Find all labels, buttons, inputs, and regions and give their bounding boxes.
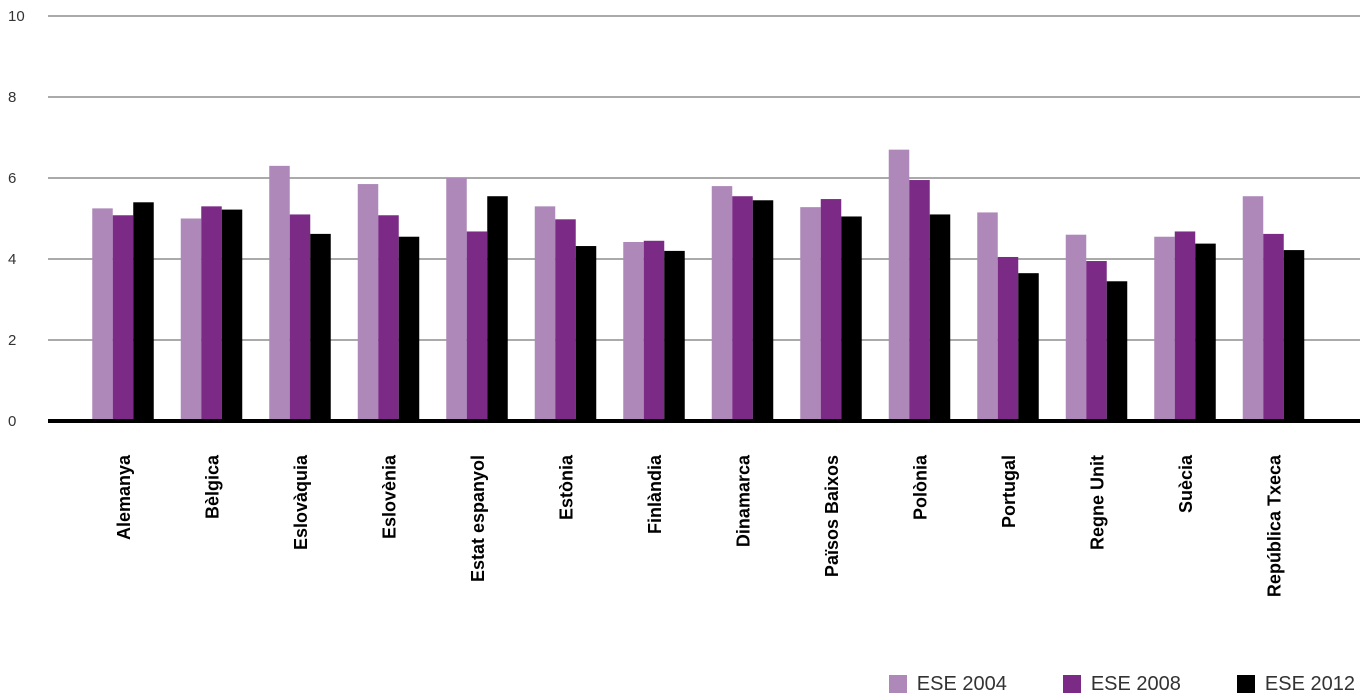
- x-category-label: Portugal: [999, 455, 1019, 528]
- bar-ese-2008: [643, 240, 665, 421]
- bar-ese-2012: [221, 209, 243, 421]
- bars: [92, 149, 1305, 421]
- x-category-label: Estònia: [557, 454, 577, 520]
- legend-item: ESE 2004: [888, 672, 1007, 696]
- legend-swatch: [888, 675, 907, 693]
- bar-ese-2008: [555, 219, 576, 421]
- y-axis: 0 2 4 6 8 10: [8, 8, 25, 430]
- bar-ese-2008: [909, 180, 930, 421]
- bar-ese-2012: [664, 250, 685, 421]
- bar-ese-2008: [1086, 261, 1107, 421]
- bar-ese-2004: [800, 207, 821, 421]
- legend-item: ESE 2008: [1062, 672, 1181, 696]
- x-category-label: Estat espanyol: [468, 455, 488, 582]
- bar-ese-2004: [1065, 234, 1087, 421]
- legend-label: ESE 2012: [1264, 672, 1355, 695]
- bar-ese-2012: [841, 216, 862, 421]
- x-category-label: Eslovènia: [380, 454, 400, 539]
- y-tick-label: 2: [8, 332, 16, 349]
- x-category-label: Suècia: [1176, 454, 1196, 513]
- bar-ese-2012: [752, 200, 774, 421]
- y-tick-label: 8: [8, 89, 16, 106]
- bar-ese-2012: [487, 196, 508, 421]
- bar-ese-2004: [623, 241, 644, 421]
- x-category-label: Finlàndia: [645, 454, 665, 534]
- bar-ese-2012: [929, 214, 951, 421]
- bar-ese-2004: [711, 186, 733, 421]
- y-tick-label: 6: [8, 170, 16, 187]
- x-category-label: Bèlgica: [203, 454, 223, 519]
- x-category-label: Eslovàquia: [291, 454, 311, 550]
- bar-ese-2004: [269, 165, 290, 421]
- bar-ese-2008: [378, 215, 399, 421]
- bar-ese-2004: [534, 206, 556, 421]
- bar-ese-2008: [997, 256, 1019, 421]
- y-tick-label: 0: [8, 413, 16, 430]
- bar-ese-2004: [1242, 196, 1264, 421]
- bar-ese-2004: [180, 218, 202, 421]
- gridlines: [48, 15, 1360, 341]
- legend: ESE 2004 ESE 2008 ESE 2012: [888, 668, 1355, 700]
- bar-ese-2008: [1263, 233, 1284, 421]
- legend-swatch: [1236, 675, 1255, 693]
- bar-ese-2012: [1283, 250, 1305, 421]
- bar-ese-2012: [1018, 273, 1039, 421]
- bar-ese-2012: [575, 246, 597, 421]
- x-category-label: República Txeca: [1265, 454, 1285, 597]
- x-category-label: Polònia: [911, 454, 931, 520]
- bar-ese-2012: [310, 233, 331, 421]
- x-category-label: Alemanya: [114, 454, 134, 540]
- bar-ese-2004: [92, 208, 113, 421]
- bar-ese-2008: [466, 231, 488, 421]
- y-tick-label: 10: [8, 8, 25, 25]
- bar-ese-2008: [201, 206, 222, 421]
- bar-ese-2012: [398, 236, 420, 421]
- x-category-label: Dinamarca: [734, 454, 754, 547]
- bar-ese-2008: [732, 196, 753, 421]
- legend-label: ESE 2004: [916, 672, 1007, 695]
- bar-ese-2008: [820, 199, 842, 421]
- x-category-label: Regne Unit: [1088, 455, 1108, 550]
- legend-item: ESE 2012: [1236, 672, 1355, 696]
- bar-ese-2012: [1195, 243, 1216, 421]
- bar-ese-2004: [357, 184, 379, 421]
- bar-ese-2004: [977, 212, 998, 421]
- x-axis: Alemanya Bèlgica Eslovàquia Eslovènia Estat …: [48, 419, 1360, 597]
- bar-ese-2008: [112, 215, 134, 421]
- bar-ese-2012: [133, 202, 154, 421]
- bar-ese-2004: [446, 178, 467, 421]
- bar-ese-2004: [1154, 236, 1175, 421]
- bar-ese-2008: [1174, 231, 1196, 421]
- y-tick-label: 4: [8, 251, 16, 268]
- x-category-label: Països Baixos: [822, 455, 842, 577]
- bar-ese-2012: [1106, 281, 1128, 421]
- bar-ese-2004: [888, 149, 910, 421]
- bar-ese-2008: [289, 214, 311, 421]
- legend-label: ESE 2008: [1090, 672, 1181, 695]
- legend-swatch: [1062, 675, 1081, 693]
